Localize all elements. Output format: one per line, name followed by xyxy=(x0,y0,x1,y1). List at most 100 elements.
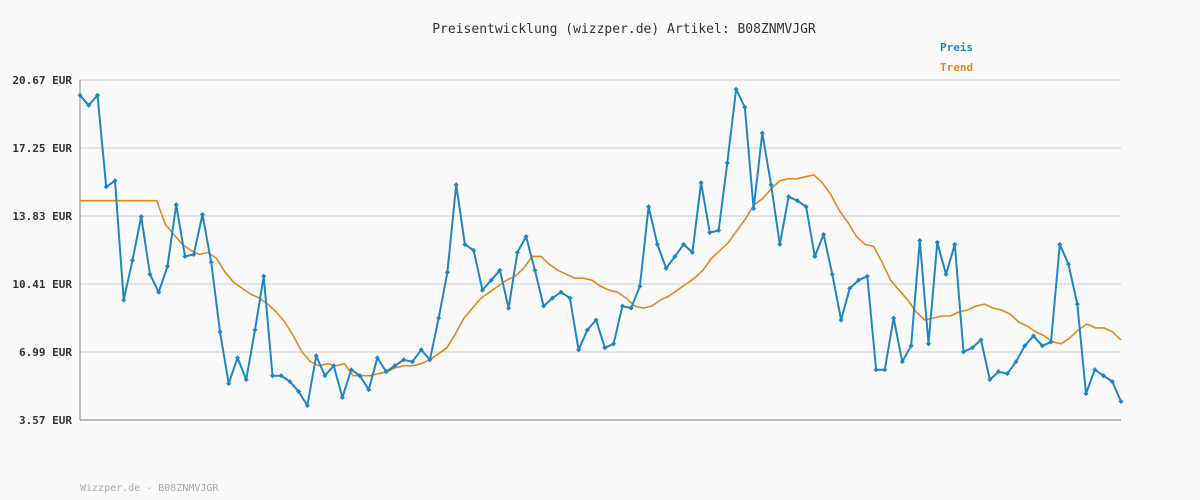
preis-point xyxy=(199,212,206,218)
preis-point xyxy=(261,273,267,279)
preis-point xyxy=(882,367,888,373)
preis-point xyxy=(960,349,967,355)
preis-point xyxy=(269,373,276,379)
preis-point xyxy=(698,180,704,186)
preis-point xyxy=(243,377,249,383)
preis-point xyxy=(138,214,144,220)
chart-title: Preisentwicklung (wizzper.de) Artikel: B… xyxy=(432,22,816,37)
preis-point xyxy=(1074,301,1080,307)
preis-point xyxy=(908,343,914,349)
preis-point xyxy=(401,357,407,363)
preis-point xyxy=(838,317,844,323)
preis-point xyxy=(129,257,136,263)
preis-point xyxy=(112,178,118,184)
preis-point xyxy=(409,359,415,365)
preis-point xyxy=(567,295,573,301)
preis-point xyxy=(173,202,179,208)
preis-point xyxy=(1057,241,1063,247)
preis-point xyxy=(208,259,214,265)
preis-point xyxy=(1118,398,1124,405)
preis-point xyxy=(611,341,617,347)
preis-point xyxy=(339,394,345,401)
preis-point xyxy=(182,253,188,259)
y-tick-label: 17.25 EUR xyxy=(12,142,72,155)
preis-point xyxy=(252,327,258,333)
preis-point xyxy=(873,367,879,373)
y-tick-label: 3.57 EUR xyxy=(19,414,72,427)
preis-point xyxy=(751,206,757,212)
preis-point xyxy=(436,315,442,321)
preis-point xyxy=(392,363,398,369)
preis-point xyxy=(164,263,171,269)
grid-lines xyxy=(80,79,1121,421)
preis-point xyxy=(77,92,83,98)
preis-point xyxy=(891,315,897,321)
preis-point xyxy=(357,373,363,379)
preis-point xyxy=(1022,343,1028,349)
preis-point xyxy=(917,237,923,244)
y-axis-ticks: 20.67 EUR 17.25 EUR 13.83 EUR 10.41 EUR 6.99… xyxy=(12,74,72,427)
preis-point xyxy=(654,241,660,247)
preis-point xyxy=(234,355,241,361)
legend-preis: Preis xyxy=(940,41,973,54)
legend-trend: Trend xyxy=(940,61,973,74)
preis-point xyxy=(304,402,310,409)
preis-point xyxy=(969,345,975,351)
preis-point xyxy=(1083,391,1089,397)
y-tick-label: 13.83 EUR xyxy=(12,210,72,223)
preis-point xyxy=(532,267,538,273)
preis-point xyxy=(287,379,293,385)
preis-point xyxy=(366,387,372,393)
preis-point xyxy=(322,373,328,379)
preis-point xyxy=(978,337,984,343)
preis-point xyxy=(576,347,582,353)
preis-point xyxy=(331,363,337,369)
preis-point xyxy=(479,287,485,293)
preis-point xyxy=(191,251,197,257)
preis-point xyxy=(471,247,477,253)
y-tick-label: 20.67 EUR xyxy=(12,74,72,87)
preis-point xyxy=(217,329,223,335)
preis-point xyxy=(278,373,284,379)
preis-point xyxy=(759,130,765,136)
preis-point xyxy=(637,283,643,289)
trend-line xyxy=(80,174,1122,377)
preis-point xyxy=(488,277,494,283)
preis-point xyxy=(707,229,713,236)
trend-series xyxy=(80,174,1122,377)
preis-point xyxy=(1065,261,1072,267)
preis-point xyxy=(226,381,232,387)
preis-point xyxy=(663,265,669,271)
preis-point xyxy=(593,317,599,323)
preis-point xyxy=(1030,333,1037,339)
preis-point xyxy=(313,353,319,359)
preis-point xyxy=(427,357,433,363)
y-tick-label: 6.99 EUR xyxy=(19,346,72,359)
preis-point xyxy=(934,239,940,245)
preis-point xyxy=(147,271,153,277)
preis-point xyxy=(724,160,730,166)
y-tick-label: 10.41 EUR xyxy=(12,278,72,291)
preis-point xyxy=(646,204,652,210)
preis-point xyxy=(1039,343,1045,349)
preis-point xyxy=(681,241,687,247)
preis-series xyxy=(77,86,1124,409)
preis-point xyxy=(497,267,503,273)
preis-point xyxy=(383,369,389,375)
preis-point xyxy=(374,355,380,361)
preis-point xyxy=(506,305,512,311)
preis-point xyxy=(619,303,625,309)
preis-point xyxy=(296,389,302,395)
preis-point xyxy=(1048,339,1054,345)
preis-point xyxy=(121,297,127,303)
preis-line xyxy=(79,88,1122,407)
preis-point xyxy=(943,271,949,277)
preis-point xyxy=(952,241,958,247)
preis-point xyxy=(348,367,354,373)
preis-point xyxy=(444,269,450,275)
preis-point xyxy=(829,271,835,277)
preis-point xyxy=(716,227,722,234)
preis-point xyxy=(94,92,101,98)
preis-point xyxy=(156,289,162,295)
